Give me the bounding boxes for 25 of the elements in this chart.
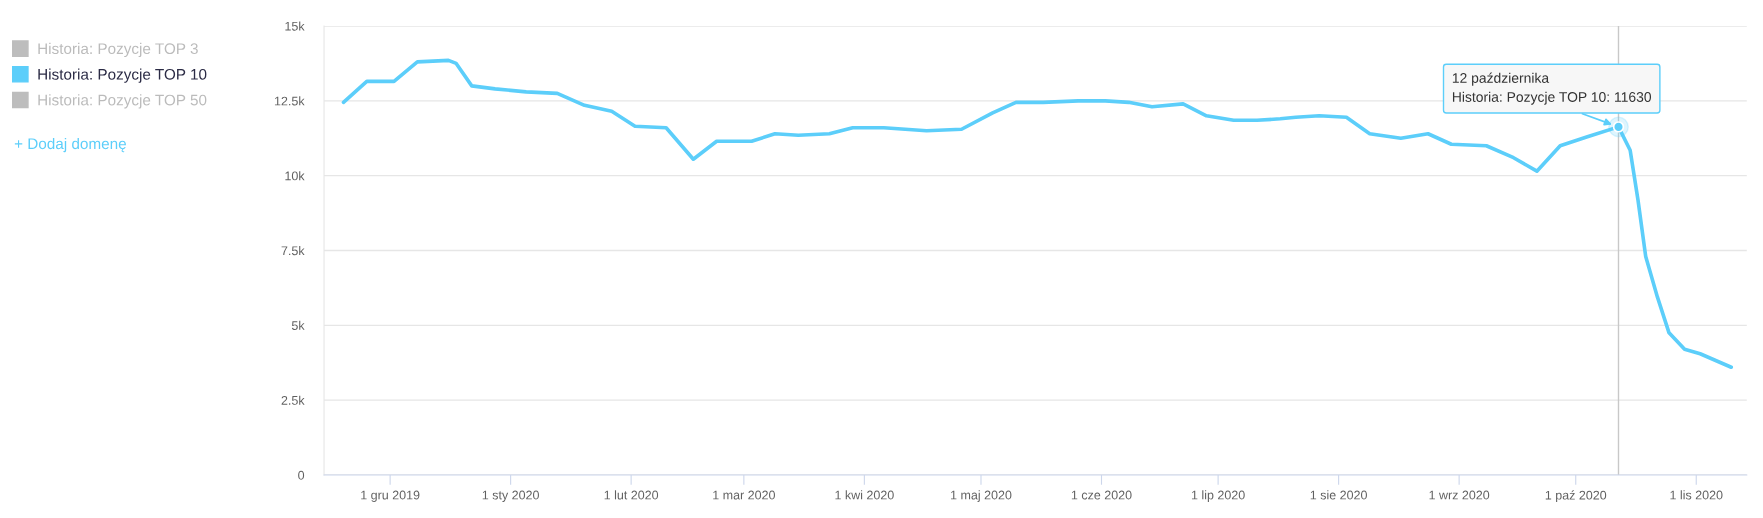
annotation: 12 października Historia: Pozycje TOP 10: 11630 <box>1452 72 1652 105</box>
y-tick-label: 0 <box>298 470 305 480</box>
line-series <box>341 58 1734 370</box>
legend-label: Historia: Pozycje TOP 50 <box>38 94 207 109</box>
x-tick-label: 1 gru 2019 <box>361 490 420 502</box>
x-tick-label: 1 sty 2020 <box>482 490 539 502</box>
y-tick-label: 2.5k <box>281 395 305 405</box>
legend-label: Historia: Pozycje TOP 10 <box>38 68 207 83</box>
x-tick-label: 1 cze 2020 <box>1071 490 1132 500</box>
y-tick-label: 5k <box>291 320 305 330</box>
y-tick-label: 10k <box>285 171 305 181</box>
y-tick-label: 12.5k <box>274 96 305 106</box>
x-tick-label: 1 lip 2020 <box>1191 490 1245 502</box>
legend-label: Historia: Pozycje TOP 3 <box>38 42 198 58</box>
x-tick-label: 1 wrz 2020 <box>1429 490 1490 500</box>
y-tick-label: 15k <box>285 21 305 31</box>
x-tick-label: 1 paź 2020 <box>1545 490 1607 503</box>
x-tick-label: 1 lut 2020 <box>604 490 659 500</box>
x-tick-label: 1 mar 2020 <box>713 490 775 500</box>
x-tick-label: 1 maj 2020 <box>951 490 1012 502</box>
x-tick-label: 1 lis 2020 <box>1670 490 1723 500</box>
text: + Dodaj domenę <box>14 137 126 153</box>
y-tick-label: 7.5k <box>281 245 305 256</box>
x-tick-label: 1 kwi 2020 <box>835 490 894 500</box>
x-tick-label: 1 sie 2020 <box>1310 490 1367 500</box>
